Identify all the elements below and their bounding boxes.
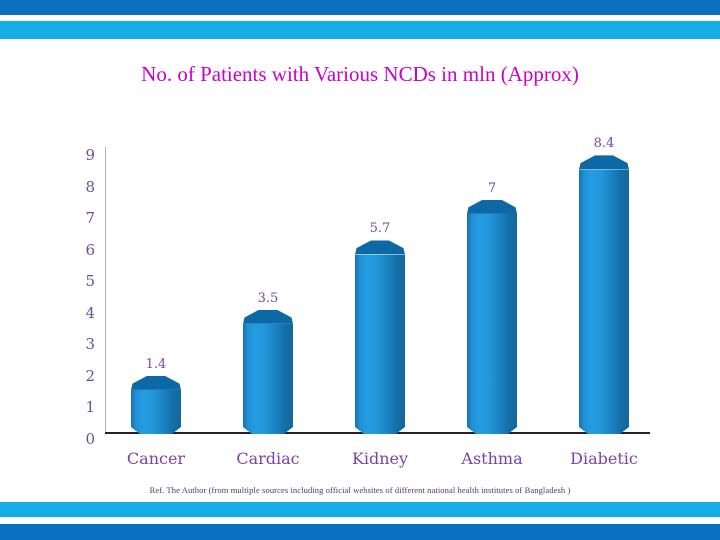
x-axis-label: Diabetic [570, 449, 638, 468]
bar-cancer [131, 375, 181, 434]
y-axis-tick-label: 5 [85, 272, 95, 290]
y-axis-tick-label: 9 [85, 146, 95, 164]
bar-asthma [467, 199, 517, 434]
y-axis-tick-label: 3 [85, 335, 95, 353]
bar-body [579, 169, 629, 434]
x-axis-label: Asthma [461, 449, 523, 468]
bar-cardiac [243, 309, 293, 434]
bar-cap [131, 375, 181, 390]
y-axis-tick-label: 2 [85, 366, 95, 385]
y-axis-tick-label: 4 [85, 303, 95, 322]
bottom-cyan-band [0, 502, 720, 517]
bar-body [467, 213, 517, 434]
bar-value-label: 3.5 [257, 290, 279, 306]
bar-value-label: 8.4 [593, 136, 615, 152]
top-dark-blue-band [0, 0, 720, 15]
y-axis-tick-label: 6 [85, 240, 95, 259]
bar-value-label: 7 [487, 180, 497, 196]
top-cyan-band [0, 21, 720, 39]
bar-cap [467, 199, 517, 214]
x-axis-label: Cardiac [236, 449, 300, 468]
bar-body [131, 389, 181, 434]
x-axis-label: Cancer [126, 449, 186, 468]
bar-cap [355, 240, 405, 255]
slide-title: No. of Patients with Various NCDs in mln… [141, 62, 579, 86]
bar-body [243, 323, 293, 434]
y-axis-tick-label: 1 [85, 398, 95, 416]
y-axis-line [105, 147, 106, 434]
y-axis-tick-label: 7 [85, 209, 95, 227]
x-axis-label: Kidney [351, 449, 409, 468]
bar-value-label: 5.7 [369, 221, 391, 237]
bar-kidney [355, 240, 405, 434]
y-axis-tick-label: 8 [85, 177, 95, 196]
footer-reference: Ref. The Author (from multiple sources i… [149, 485, 571, 495]
bar-body [355, 254, 405, 434]
bar-cap [243, 309, 293, 324]
y-axis-tick-label: 0 [85, 429, 95, 448]
bar-cap [579, 155, 629, 170]
bar-diabetic [579, 155, 629, 434]
bar-value-label: 1.4 [145, 356, 167, 372]
bottom-dark-blue-band [0, 524, 720, 540]
